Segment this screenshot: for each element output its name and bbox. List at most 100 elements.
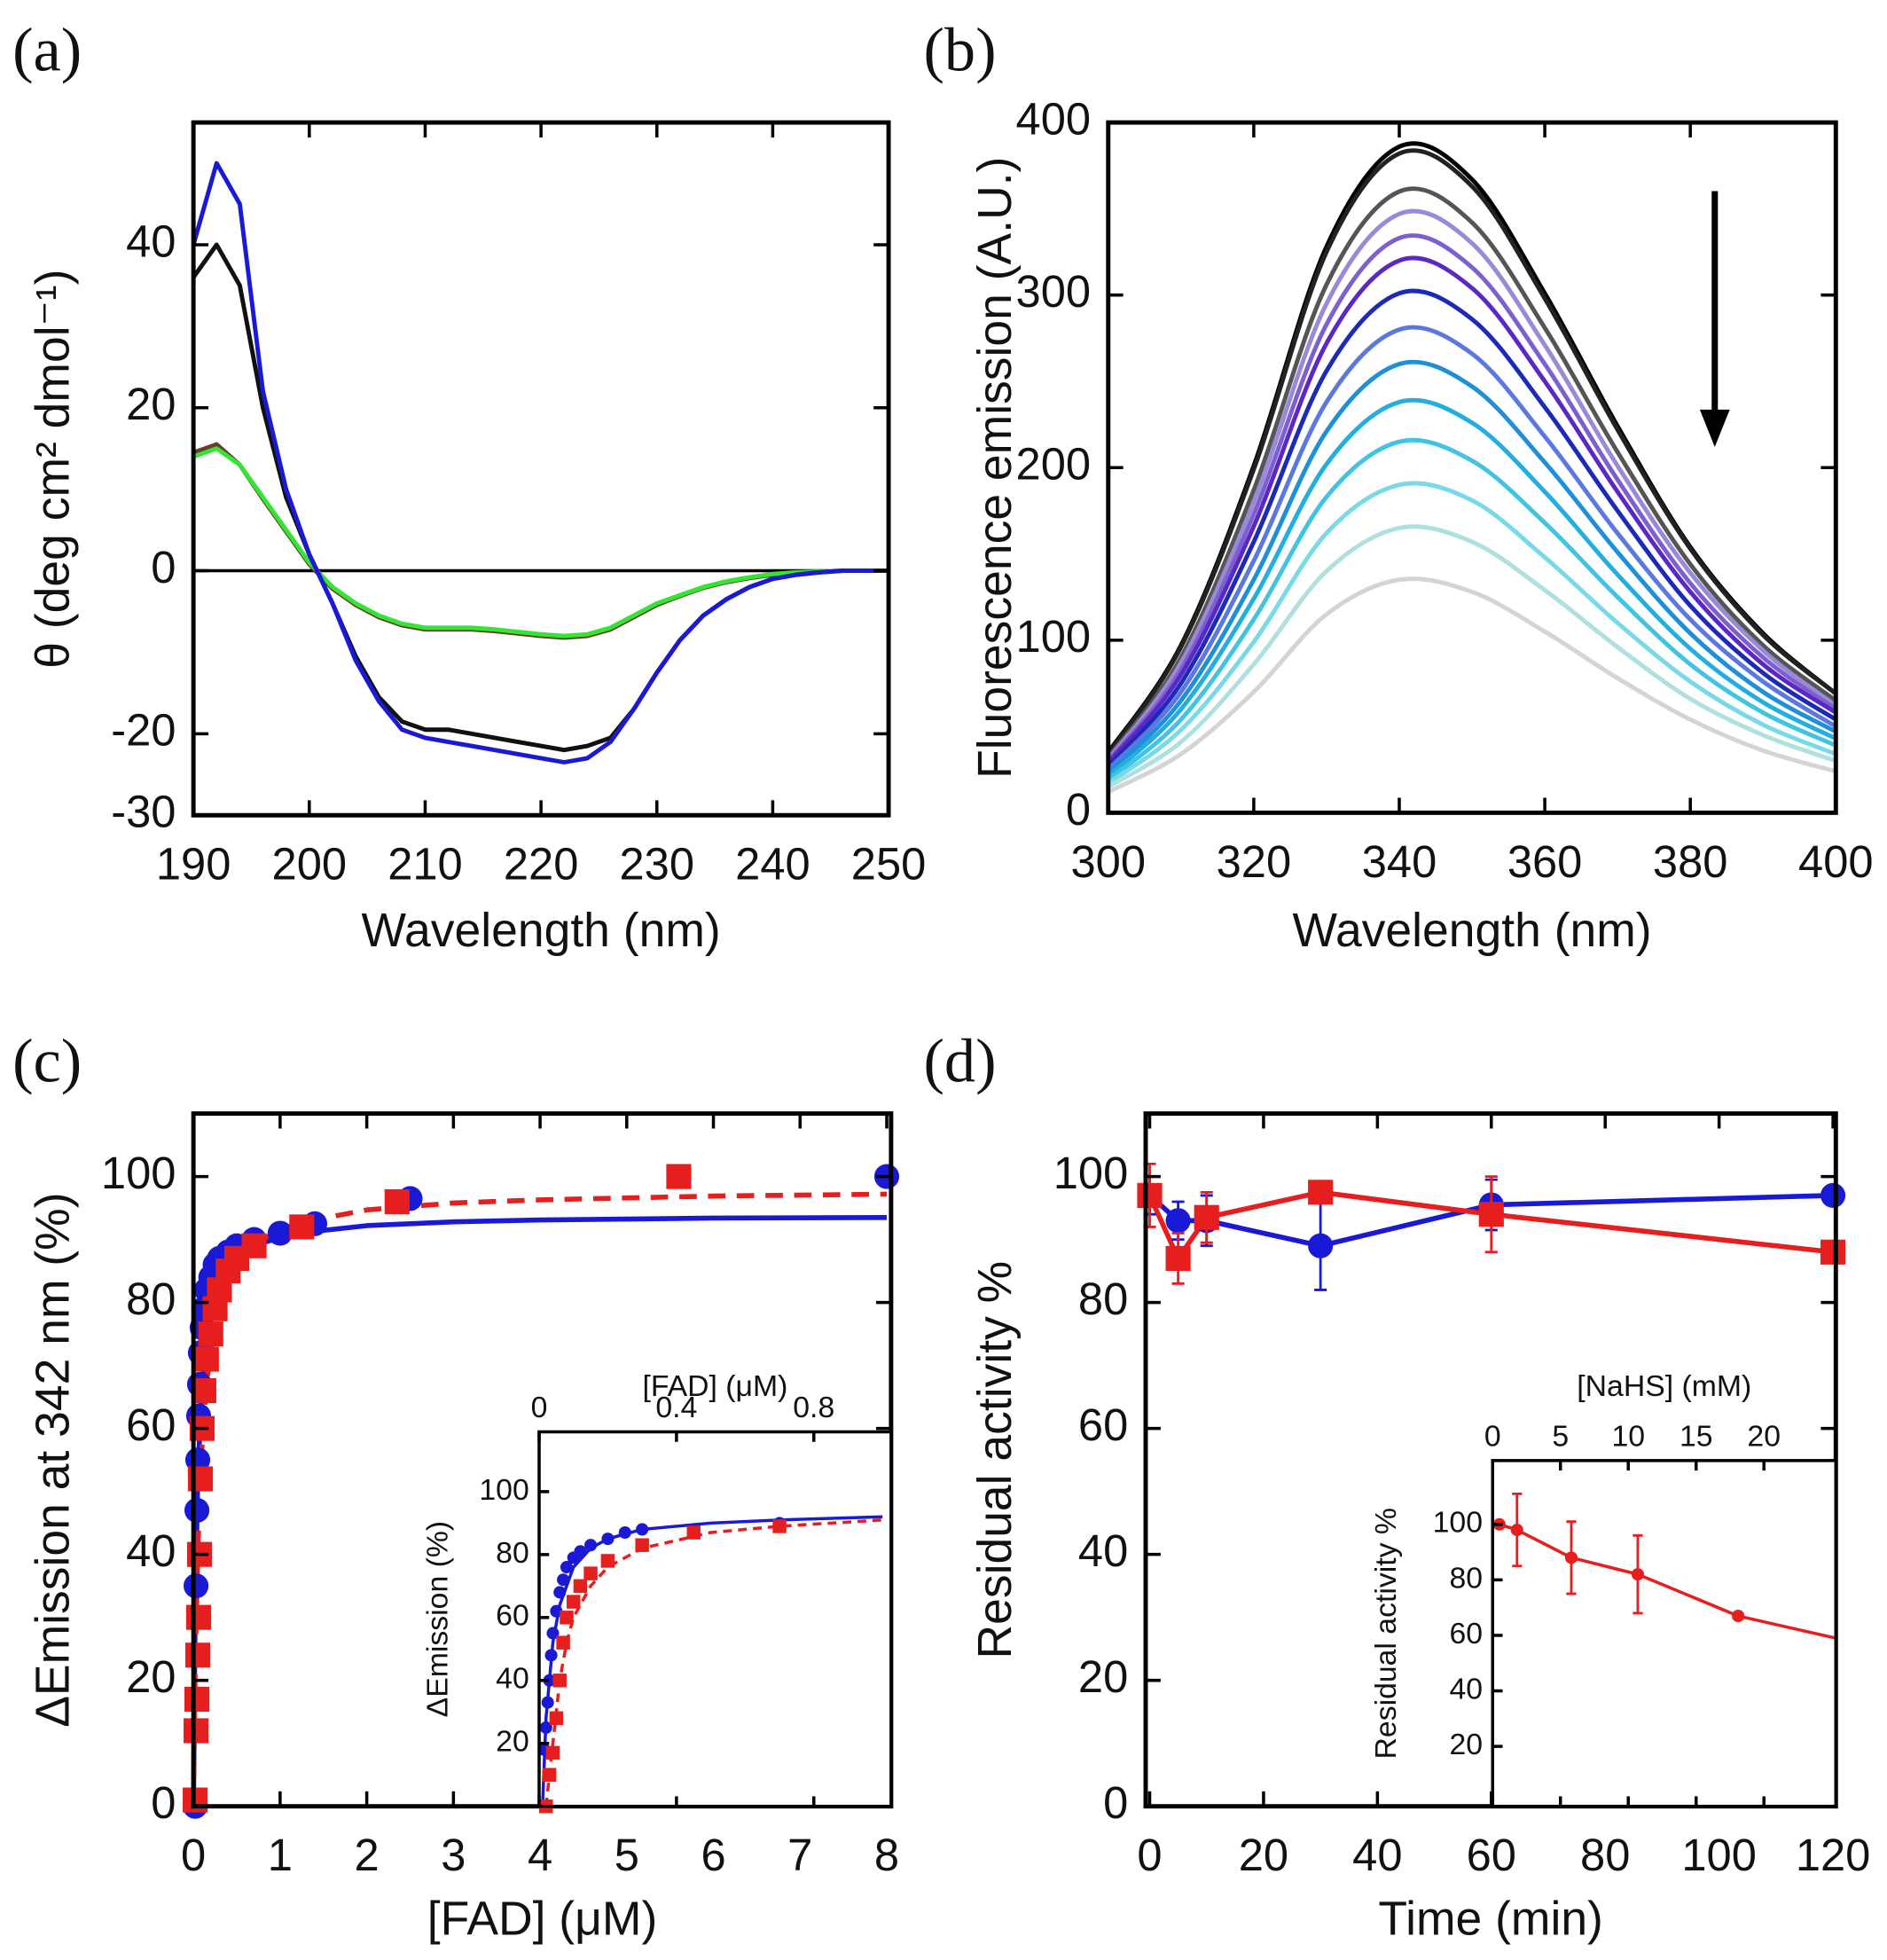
- x-tick-label: 320: [1217, 836, 1292, 887]
- x-tick-label: 0: [1484, 1419, 1501, 1453]
- data-point: [1510, 1524, 1523, 1537]
- x-tick-label: 240: [735, 839, 810, 890]
- data-point: [1165, 1245, 1191, 1271]
- y-tick-label: 100: [1016, 611, 1092, 662]
- x-axis-label: [FAD] (μM): [427, 1893, 658, 1946]
- spectrum-line: [1107, 524, 1837, 789]
- y-tick-label: 60: [1449, 1617, 1483, 1650]
- spectrum-line: [1107, 437, 1837, 782]
- y-tick-label: 100: [479, 1473, 529, 1507]
- x-tick-label: 2: [355, 1830, 380, 1880]
- data-point: [601, 1533, 615, 1546]
- x-tick-label: 1: [268, 1830, 293, 1880]
- x-tick-label: 100: [1681, 1830, 1757, 1880]
- spectrum-line: [1107, 397, 1837, 779]
- x-tick-label: 210: [388, 839, 463, 890]
- y-tick-label: 80: [496, 1536, 529, 1570]
- inset-chart: 20 40 60 80 100 0 5 10 15 20 [NaHS] (mM) Residual a…: [1369, 1369, 1838, 1808]
- data-point: [267, 1220, 293, 1246]
- arrow: [1699, 191, 1730, 448]
- x-tick-label: 300: [1071, 836, 1147, 887]
- x-tick-label: 5: [615, 1830, 639, 1880]
- x-tick-label: 0: [181, 1830, 206, 1880]
- panel-label: (d): [923, 1027, 996, 1096]
- y-tick-label: 0: [1066, 784, 1091, 835]
- data-point: [635, 1538, 649, 1552]
- spectrum-line: [1106, 233, 1837, 763]
- y-tick-label: -20: [111, 705, 176, 756]
- arrow-head: [1699, 409, 1730, 448]
- x-tick-label: 340: [1362, 836, 1437, 887]
- x-tick-label: 120: [1796, 1830, 1871, 1880]
- inset-background: [1492, 1460, 1836, 1807]
- spectrum-line: [1107, 359, 1837, 775]
- x-tick-label: 200: [272, 839, 348, 890]
- y-axis-label: θ (deg cm² dmol⁻¹): [27, 270, 79, 669]
- y-axis-label: ΔEmission at 342 nm (%): [27, 1193, 79, 1728]
- y-tick-label: 40: [1449, 1672, 1483, 1705]
- spectrum-line: [1107, 576, 1836, 795]
- plot-frame: [537, 1430, 893, 1808]
- x-tick-label: 250: [851, 839, 927, 890]
- y-tick-label: -30: [111, 787, 176, 837]
- y-tick-label: 200: [1016, 439, 1092, 490]
- y-tick-label: 40: [126, 216, 176, 266]
- y-tick-label: 20: [1078, 1651, 1128, 1702]
- spectrum-line: [1106, 288, 1837, 768]
- y-tick-label: 20: [1449, 1728, 1483, 1761]
- data-point: [1308, 1180, 1334, 1205]
- data-point: [584, 1539, 598, 1552]
- x-tick-label: 20: [1747, 1419, 1781, 1453]
- data-point: [553, 1586, 567, 1599]
- inset-chart: 20 40 60 80 100 0 0.4 0.8[FAD] (μM) ΔEmission (%…: [420, 1369, 893, 1814]
- y-tick-label: 100: [101, 1148, 176, 1198]
- data-point: [583, 1566, 598, 1580]
- x-tick-label: 20: [1239, 1830, 1288, 1880]
- y-tick-label: 40: [1078, 1525, 1128, 1576]
- x-tick-label: 4: [528, 1830, 552, 1880]
- data-point: [549, 1711, 564, 1726]
- data-point: [1820, 1239, 1846, 1265]
- data-point: [185, 1604, 212, 1630]
- x-tick-label: 190: [156, 839, 231, 890]
- spectrum-line: [192, 446, 889, 639]
- x-tick-label: 5: [1552, 1419, 1569, 1453]
- data-point: [384, 1188, 410, 1215]
- data-point: [184, 1642, 211, 1668]
- plot-frame: [1491, 1459, 1838, 1808]
- data-point: [193, 1346, 219, 1372]
- y-tick-label: 0: [1103, 1777, 1128, 1828]
- y-tick-label: 80: [1449, 1561, 1483, 1595]
- y-tick-label: 400: [1016, 93, 1092, 144]
- inset-background: [539, 1431, 891, 1807]
- data-point: [573, 1579, 588, 1594]
- x-tick-label: 80: [1580, 1830, 1630, 1880]
- data-point: [546, 1627, 560, 1640]
- data-point: [184, 1573, 209, 1599]
- data-point: [600, 1554, 615, 1568]
- spectrum-line: [1106, 325, 1837, 772]
- data-point: [666, 1164, 692, 1189]
- x-tick-label: 10: [1611, 1419, 1645, 1453]
- data-point: [184, 1718, 209, 1744]
- data-point: [541, 1696, 554, 1709]
- x-tick-label: 8: [874, 1830, 899, 1880]
- data-point: [241, 1233, 267, 1258]
- series-line: [544, 1518, 883, 1807]
- x-tick-label: 0: [1137, 1830, 1162, 1880]
- x-tick-label: 380: [1653, 836, 1728, 887]
- data-point: [289, 1214, 315, 1240]
- data-point: [686, 1525, 701, 1540]
- y-tick-label: 20: [126, 379, 176, 429]
- y-tick-label: 100: [1053, 1148, 1129, 1198]
- spectrum-line: [1106, 186, 1837, 759]
- data-point: [1820, 1182, 1846, 1208]
- y-axis-label: Residual activity %: [1369, 1508, 1403, 1759]
- x-tick-label: 6: [701, 1830, 725, 1880]
- x-axis-label: [FAD] (μM): [642, 1369, 787, 1403]
- data-point: [1631, 1568, 1644, 1581]
- data-point: [198, 1321, 223, 1347]
- y-tick-label: 40: [126, 1525, 176, 1576]
